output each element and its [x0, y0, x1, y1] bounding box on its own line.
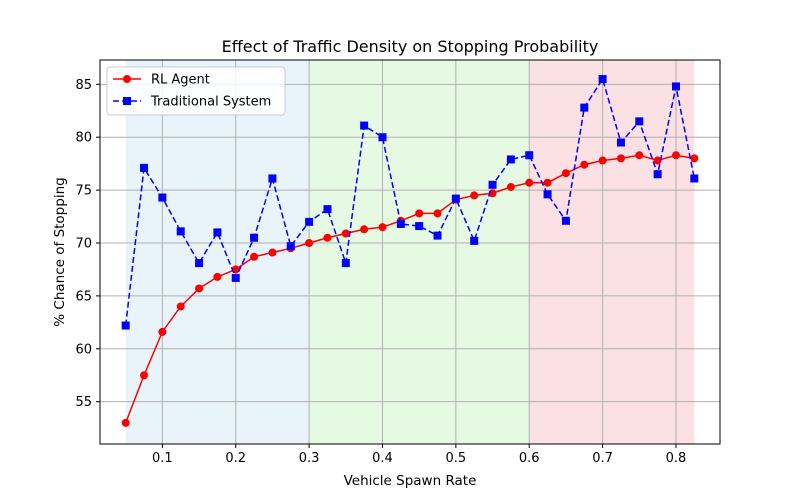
data-point — [580, 103, 589, 112]
data-point — [653, 156, 662, 165]
data-point — [561, 169, 570, 178]
data-point — [176, 302, 185, 311]
data-point — [378, 133, 387, 142]
legend-marker — [123, 97, 131, 105]
data-point — [525, 178, 534, 187]
data-point — [195, 259, 204, 268]
data-point — [598, 75, 607, 84]
y-tick-label: 65 — [75, 289, 92, 304]
x-tick-label: 0.6 — [519, 451, 540, 466]
data-point — [378, 223, 387, 232]
data-point — [121, 418, 130, 427]
data-point — [470, 236, 479, 245]
data-point — [140, 163, 149, 172]
x-tick-label: 0.1 — [152, 451, 173, 466]
data-point — [690, 174, 699, 183]
data-point — [268, 174, 277, 183]
data-point — [635, 117, 644, 126]
x-tick-label: 0.5 — [446, 451, 467, 466]
chart-title: Effect of Traffic Density on Stopping Pr… — [222, 37, 599, 56]
band-1 — [309, 60, 530, 444]
x-tick-label: 0.8 — [666, 451, 687, 466]
data-point — [250, 252, 259, 261]
data-point — [158, 193, 167, 202]
data-point — [525, 151, 534, 160]
data-point — [616, 154, 625, 163]
x-tick-label: 0.4 — [372, 451, 393, 466]
y-tick-label: 80 — [75, 131, 92, 146]
legend-marker — [123, 75, 131, 83]
y-axis-ticks: 55 60 65 70 75 80 85 — [75, 78, 100, 410]
data-point — [506, 155, 515, 164]
x-tick-label: 0.3 — [299, 451, 320, 466]
data-point — [543, 190, 552, 199]
data-point — [341, 229, 350, 238]
data-point — [121, 321, 130, 330]
plot-frame — [99, 59, 721, 445]
data-point — [616, 138, 625, 147]
x-tick-label: 0.7 — [592, 451, 613, 466]
y-tick-label: 60 — [75, 342, 92, 357]
data-point — [635, 151, 644, 160]
y-tick-label: 85 — [75, 78, 92, 93]
data-point — [268, 248, 277, 257]
series-line — [124, 77, 696, 326]
x-tick-label: 0.2 — [225, 451, 246, 466]
y-tick-label: 70 — [75, 237, 92, 252]
data-point — [213, 228, 222, 237]
data-point — [176, 227, 185, 236]
data-point — [213, 272, 222, 281]
data-point — [653, 170, 662, 179]
data-point — [158, 327, 167, 336]
data-point — [360, 225, 369, 234]
x-axis-ticks: 0.1 0.2 0.3 0.4 0.5 0.6 0.7 0.8 — [152, 444, 686, 466]
y-tick-label: 55 — [75, 395, 92, 410]
legend-label: Traditional System — [150, 95, 271, 110]
x-axis-label: Vehicle Spawn Rate — [344, 473, 477, 489]
data-point — [396, 219, 405, 228]
series-1 — [121, 75, 699, 330]
legend-item-0: RL Agent — [113, 73, 210, 88]
data-point — [415, 209, 424, 218]
data-point — [140, 371, 149, 380]
data-point — [488, 180, 497, 189]
legend-item-1: Traditional System — [113, 95, 271, 110]
data-point — [231, 273, 240, 282]
data-point — [543, 178, 552, 187]
legend: RL Agent Traditional System — [106, 66, 286, 116]
data-point — [671, 82, 680, 91]
data-point — [506, 182, 515, 191]
data-point — [360, 121, 369, 130]
data-point — [415, 222, 424, 231]
data-point — [341, 259, 350, 268]
data-point — [451, 194, 460, 203]
legend-box — [106, 66, 286, 116]
data-point — [323, 233, 332, 242]
data-point — [690, 154, 699, 163]
data-point — [671, 151, 680, 160]
data-point — [305, 239, 314, 248]
data-point — [470, 191, 479, 200]
band-2 — [529, 60, 695, 444]
legend-label: RL Agent — [151, 73, 210, 88]
grid-lines — [100, 60, 720, 444]
data-point — [580, 160, 589, 169]
y-axis-label: % Chance of Stopping — [52, 177, 68, 326]
series-layer — [121, 75, 699, 427]
data-point — [250, 233, 259, 242]
data-point — [561, 216, 570, 225]
data-point — [286, 242, 295, 251]
background-bands — [125, 60, 695, 444]
data-point — [305, 217, 314, 226]
data-point — [598, 156, 607, 165]
data-point — [433, 209, 442, 218]
data-point — [323, 205, 332, 214]
y-tick-label: 75 — [75, 184, 92, 199]
data-point — [195, 284, 204, 293]
data-point — [433, 231, 442, 240]
band-0 — [125, 60, 310, 444]
